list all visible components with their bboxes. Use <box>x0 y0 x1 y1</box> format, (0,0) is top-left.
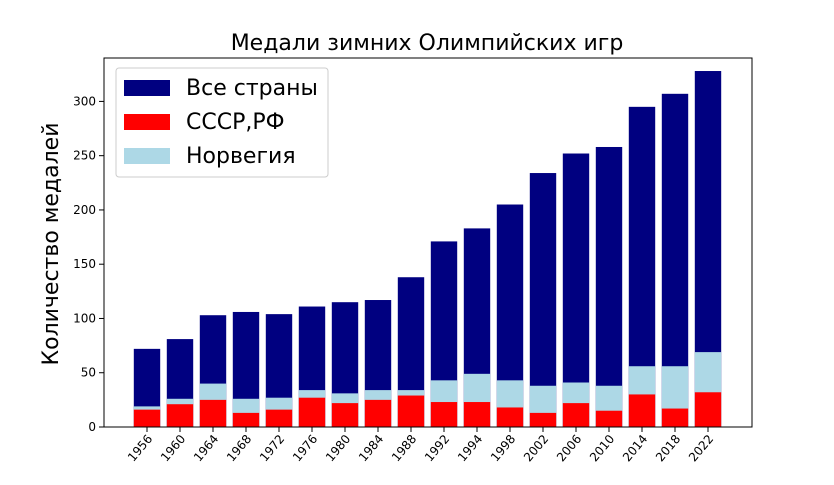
bar-СССР,РФ-1998 <box>496 407 524 427</box>
x-tick-label-1976: 1976 <box>290 432 320 464</box>
y-tick-label-250: 250 <box>73 149 96 163</box>
chart-title: Медали зимних Олимпийских игр <box>231 31 624 56</box>
legend-swatch-СССР,РФ <box>124 114 170 130</box>
y-tick-label-0: 0 <box>88 420 96 434</box>
x-tick-label-2018: 2018 <box>653 432 683 464</box>
bar-СССР,РФ-2014 <box>628 394 656 427</box>
bar-СССР,РФ-1994 <box>463 402 491 427</box>
legend-swatch-Все страны <box>124 80 170 96</box>
x-tick-label-1964: 1964 <box>191 432 221 464</box>
bar-СССР,РФ-2010 <box>595 410 623 427</box>
bar-Все страны-2006 <box>562 153 590 427</box>
bar-СССР,РФ-1976 <box>298 397 326 427</box>
bar-СССР,РФ-2018 <box>661 408 689 427</box>
x-tick-label-2010: 2010 <box>587 432 617 464</box>
bar-СССР,РФ-1956 <box>133 409 161 427</box>
legend: Все страны СССР,РФ Норвегия <box>115 67 329 178</box>
legend-label-Норвегия: Норвегия <box>186 144 296 169</box>
x-tick-label-1984: 1984 <box>356 432 386 464</box>
x-tick-label-1994: 1994 <box>455 432 485 464</box>
x-tick-label-1956: 1956 <box>125 432 155 464</box>
bar-СССР,РФ-1988 <box>397 395 425 427</box>
bar-СССР,РФ-2002 <box>529 412 557 427</box>
x-tick-label-1968: 1968 <box>224 432 254 464</box>
bar-СССР,РФ-1984 <box>364 399 392 427</box>
legend-swatch-Норвегия <box>124 148 170 164</box>
x-tick-label-1972: 1972 <box>257 432 287 464</box>
x-tick-label-2006: 2006 <box>554 432 584 464</box>
bar-СССР,РФ-1992 <box>430 402 458 427</box>
x-tick-label-2022: 2022 <box>686 432 716 464</box>
y-tick-label-300: 300 <box>73 94 96 108</box>
x-tick-label-1988: 1988 <box>389 432 419 464</box>
bar-СССР,РФ-1964 <box>199 399 227 427</box>
x-tick-label-1980: 1980 <box>323 432 353 464</box>
bar-СССР,РФ-1980 <box>331 403 359 427</box>
x-tick-label-2014: 2014 <box>620 432 650 464</box>
plot-frame <box>103 57 753 428</box>
bar-СССР,РФ-1960 <box>166 404 194 427</box>
x-tick-label-1960: 1960 <box>158 432 188 464</box>
x-tick-label-1992: 1992 <box>422 432 452 464</box>
legend-label-СССР,РФ: СССР,РФ <box>186 110 285 135</box>
bar-СССР,РФ-2022 <box>694 392 722 427</box>
y-tick-label-50: 50 <box>81 366 96 380</box>
bar-СССР,РФ-2006 <box>562 403 590 427</box>
bars-layer <box>133 71 722 428</box>
y-tick-label-100: 100 <box>73 311 96 325</box>
bar-СССР,РФ-1968 <box>232 412 260 427</box>
bar-СССР,РФ-1972 <box>265 409 293 427</box>
bar-Все страны-2010 <box>595 146 623 428</box>
y-tick-label-200: 200 <box>73 203 96 217</box>
x-tick-label-2002: 2002 <box>521 432 551 464</box>
x-tick-label-1998: 1998 <box>488 432 518 464</box>
y-axis-label: Количество медалей <box>39 122 64 365</box>
y-tick-label-150: 150 <box>73 257 96 271</box>
legend-label-Все страны: Все страны <box>186 76 318 101</box>
bar-Все страны-2002 <box>529 173 557 427</box>
